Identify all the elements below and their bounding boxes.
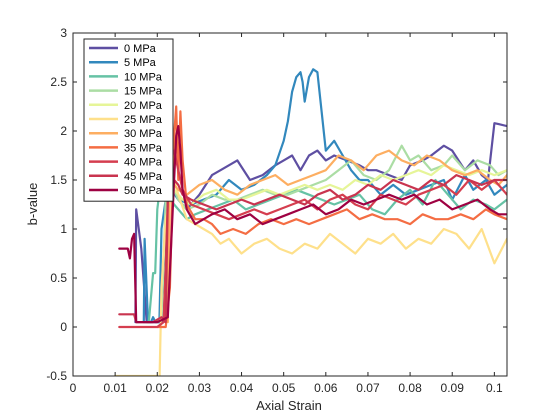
x-tick-label: 0.04 [230, 381, 254, 395]
series-line-35-mpa [156, 105, 507, 329]
axes-group: 0 0.01 0.02 0.03 0.04 0.05 0.06 0.07 0.08 0.09 0.1… [46, 26, 508, 395]
legend-entry-label: 45 MPa [124, 171, 163, 183]
x-tick-label: 0.06 [314, 381, 338, 395]
x-tick-label: 0.03 [188, 381, 212, 395]
y-tick-label: 0 [60, 320, 67, 334]
series-line-30-mpa [166, 149, 507, 324]
legend-entry-label: 25 MPa [124, 114, 163, 126]
y-tick-label: 2 [60, 124, 67, 138]
series-line-15-mpa [156, 144, 507, 324]
x-tick-label: 0.05 [272, 381, 296, 395]
x-tick-label: 0.01 [103, 381, 127, 395]
y-tick-label: -0.5 [46, 369, 67, 383]
legend-entry-label: 15 MPa [124, 86, 163, 98]
legend-entry-label: 35 MPa [124, 142, 163, 154]
x-axis-label: Axial Strain [256, 398, 322, 413]
legend-entry-label: 10 MPa [124, 71, 163, 83]
legend-entry-label: 50 MPa [124, 185, 163, 197]
legend-entry-label: 40 MPa [124, 157, 163, 169]
x-tick-label: 0.1 [486, 381, 503, 395]
x-tick-label: 0 [70, 381, 77, 395]
legend-entry-label: 20 MPa [124, 100, 163, 112]
axes-box [72, 32, 508, 377]
legend: 0 MPa 5 MPa 10 MPa 15 MPa 20 MPa 25 MPa 30 MPa… [83, 38, 174, 202]
x-tick-label: 0.09 [441, 381, 465, 395]
y-tick-label: 0.5 [50, 271, 67, 285]
y-tick-label: 1 [60, 222, 67, 236]
legend-entry-label: 5 MPa [124, 57, 157, 69]
legend-entry-label: 0 MPa [124, 43, 157, 55]
series-line-45-mpa [118, 174, 507, 324]
y-tick-label: 1.5 [50, 173, 67, 187]
legend-entry-label: 30 MPa [124, 128, 163, 140]
y-axis-label: b-value [25, 183, 40, 226]
y-tick-label: 2.5 [50, 75, 67, 89]
x-tick-label: 0.07 [356, 381, 380, 395]
y-tick-label: 3 [60, 26, 67, 40]
x-tick-label: 0.02 [146, 381, 170, 395]
series-line-50-mpa [118, 124, 507, 324]
x-tick-label: 0.08 [398, 381, 422, 395]
